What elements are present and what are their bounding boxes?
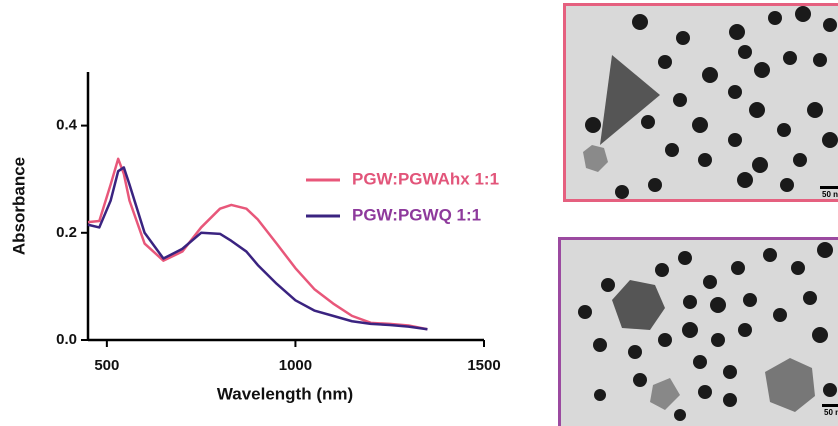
figure: Wavelength (nm) Absorbance 50 nm 50 nm 0…	[0, 0, 838, 426]
tem-image-top: 50 nm	[565, 5, 838, 201]
x-tick-label: 1500	[467, 357, 500, 374]
y-tick-label: 0.2	[56, 224, 77, 241]
x-tick-label: 500	[94, 357, 119, 374]
series-line	[88, 167, 427, 329]
y-tick-label: 0.0	[56, 331, 77, 348]
image-frame	[565, 5, 838, 201]
scale-bar	[820, 186, 838, 189]
y-tick-label: 0.4	[56, 117, 78, 134]
scale-label: 50 nm	[822, 190, 838, 199]
legend-label: PGW:PGWAhx 1:1	[352, 169, 499, 188]
x-axis-title: Wavelength (nm)	[217, 384, 353, 403]
scale-label: 50 nm	[824, 408, 838, 417]
scale-bar	[822, 404, 838, 407]
y-axis-title: Absorbance	[9, 157, 28, 255]
tem-image-bottom: 50 nm	[560, 239, 838, 426]
x-tick-label: 1000	[279, 357, 312, 374]
legend-label: PGW:PGWQ 1:1	[352, 205, 481, 224]
